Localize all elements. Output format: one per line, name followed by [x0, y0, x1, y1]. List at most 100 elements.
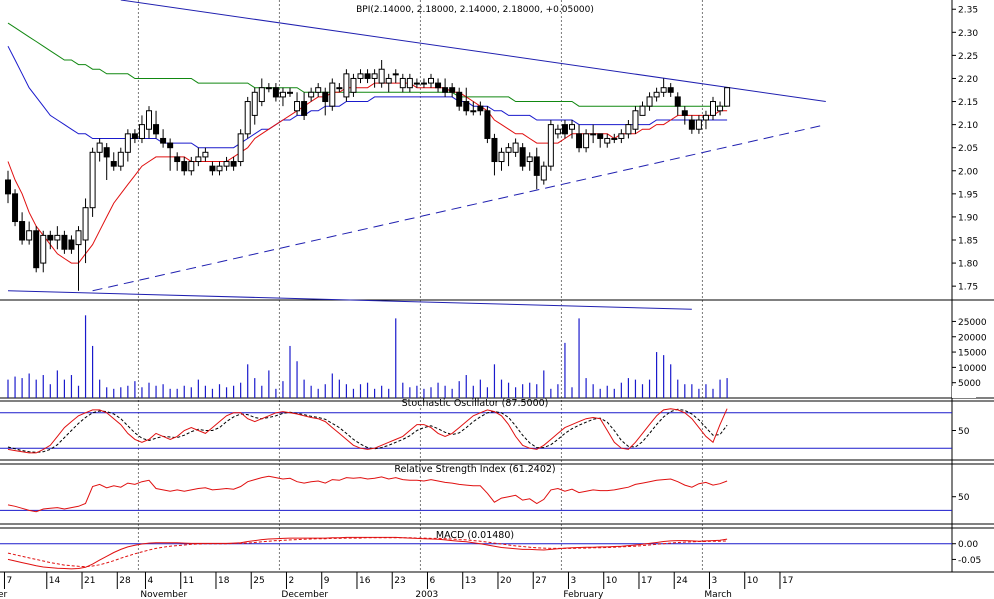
candle — [82, 198, 89, 264]
candle — [702, 110, 709, 130]
candle — [449, 83, 456, 97]
candle-body — [26, 230, 33, 241]
x-tick-label-11: 23 — [394, 576, 405, 586]
candle — [569, 120, 575, 139]
candle-body — [138, 124, 145, 139]
candle-body — [583, 133, 590, 149]
x-tick-label-4: 4 — [147, 576, 153, 586]
candle-body — [533, 156, 540, 176]
candle — [279, 87, 286, 107]
stochastic-panel-title: Stochastic Oscillator (87.5000) — [402, 398, 549, 409]
candle-body — [357, 73, 364, 79]
price-tick-label-7: 2.00 — [958, 167, 978, 177]
x-period-label-5: March — [704, 590, 731, 599]
volume-tick-label-4: 5000 — [958, 379, 981, 389]
candle-body — [47, 234, 54, 241]
candle-body — [428, 77, 434, 84]
stochastic-main-line — [7, 408, 728, 454]
ma-mid-line — [7, 45, 728, 149]
candle-body — [131, 133, 138, 139]
candle-body — [343, 73, 350, 98]
candle-body — [12, 193, 19, 223]
candle-body — [625, 124, 632, 135]
candle-body — [378, 68, 385, 84]
candle-body — [674, 96, 681, 107]
candle — [456, 87, 463, 111]
candle-body — [68, 239, 75, 250]
x-tick-label-8: 2 — [288, 576, 294, 586]
candle-body — [413, 82, 420, 85]
candle — [392, 69, 399, 84]
candle-body — [554, 128, 561, 135]
candle — [371, 69, 378, 88]
candle — [533, 147, 540, 190]
candle-body — [350, 77, 357, 93]
candle-body — [117, 151, 124, 167]
candle — [195, 147, 202, 167]
candle — [294, 92, 301, 116]
candle-body — [498, 151, 505, 163]
candle — [188, 156, 195, 176]
volume-tick-label-2: 15000 — [958, 349, 987, 359]
price-tick-label-5: 2.10 — [958, 121, 978, 131]
candle-body — [702, 114, 709, 121]
candle-body — [223, 161, 230, 167]
candle — [301, 92, 308, 120]
candle — [653, 87, 660, 102]
candle-body — [371, 73, 378, 79]
candle — [308, 87, 315, 102]
candle-body — [484, 110, 491, 139]
price-tick-label-11: 1.80 — [958, 260, 978, 270]
x-tick-label-13: 13 — [465, 576, 476, 586]
price-tick-label-6: 2.05 — [958, 144, 978, 154]
candle-body — [160, 137, 167, 144]
candle-body — [660, 87, 667, 93]
candle — [12, 189, 19, 227]
candle — [639, 101, 646, 116]
candle-body — [294, 101, 301, 112]
x-tick-label-12: 6 — [429, 576, 435, 586]
x-tick-label-19: 24 — [676, 576, 688, 586]
candle-body — [505, 147, 512, 153]
candle-body — [569, 124, 575, 130]
candle — [498, 147, 505, 171]
x-tick-label-9: 9 — [324, 576, 330, 586]
price-tick-label-3: 2.20 — [958, 75, 978, 85]
ma-slow-line — [7, 22, 728, 107]
price-tick-label-9: 1.90 — [958, 213, 978, 223]
x-tick-label-1: 14 — [49, 576, 61, 586]
x-period-label-2: December — [281, 590, 328, 599]
trend-line-1 — [92, 124, 826, 292]
candle — [413, 78, 420, 88]
candle — [463, 87, 470, 116]
candle — [710, 96, 716, 120]
candle-body — [188, 161, 195, 172]
candle — [33, 226, 40, 273]
candle — [26, 221, 33, 245]
candle-body — [681, 110, 688, 116]
candle-body — [590, 133, 597, 136]
candle — [583, 129, 590, 153]
candle-body — [322, 91, 329, 103]
candle — [576, 124, 583, 153]
candle-body — [279, 91, 286, 98]
price-tick-label-4: 2.15 — [958, 98, 978, 108]
macd-signal-line — [7, 537, 728, 568]
candle — [258, 78, 265, 107]
candle-body — [315, 87, 322, 93]
candle-body — [646, 96, 653, 107]
candle — [174, 152, 181, 171]
x-tick-label-17: 10 — [606, 576, 618, 586]
stochastic-tick-label-0: 50 — [958, 427, 970, 437]
candle — [287, 87, 293, 97]
candle-body — [420, 82, 427, 85]
candle-body — [392, 73, 399, 76]
candle-body — [519, 147, 526, 167]
candle — [5, 170, 11, 204]
candle — [611, 133, 618, 144]
candle-body — [435, 82, 442, 89]
candle-body — [181, 161, 188, 172]
candle — [47, 230, 54, 250]
x-period-label-1: November — [140, 590, 187, 599]
candle-body — [75, 230, 82, 246]
